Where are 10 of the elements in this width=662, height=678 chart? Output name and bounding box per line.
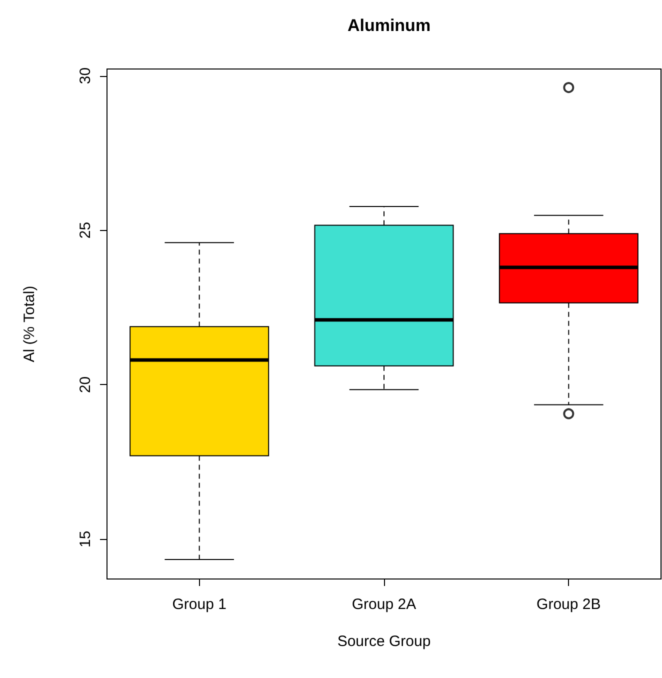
x-axis-title: Source Group (337, 633, 431, 650)
y-tick-label: 30 (77, 67, 94, 84)
y-tick-label: 15 (77, 530, 94, 548)
x-tick-label: Group 2A (352, 596, 416, 613)
x-tick-label: Group 2B (536, 596, 601, 613)
x-tick-label: Group 1 (172, 596, 226, 613)
chart-title: Aluminum (347, 16, 431, 35)
y-tick-label: 20 (77, 376, 94, 394)
y-tick-label: 25 (77, 222, 94, 239)
y-axis-title: Al (% Total) (21, 286, 38, 362)
